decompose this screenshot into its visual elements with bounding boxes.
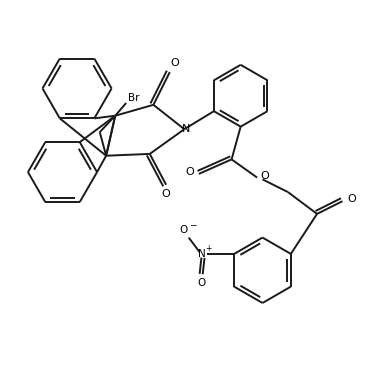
Text: Br: Br	[128, 93, 139, 102]
Text: O: O	[185, 167, 194, 177]
Text: O: O	[179, 225, 187, 235]
Text: N: N	[197, 249, 205, 259]
Text: O: O	[162, 189, 170, 199]
Text: N: N	[182, 124, 190, 134]
Text: O: O	[347, 194, 356, 204]
Text: +: +	[205, 244, 212, 253]
Text: O: O	[260, 171, 269, 181]
Text: O: O	[171, 58, 180, 68]
Text: −: −	[189, 220, 196, 229]
Text: O: O	[197, 278, 205, 288]
